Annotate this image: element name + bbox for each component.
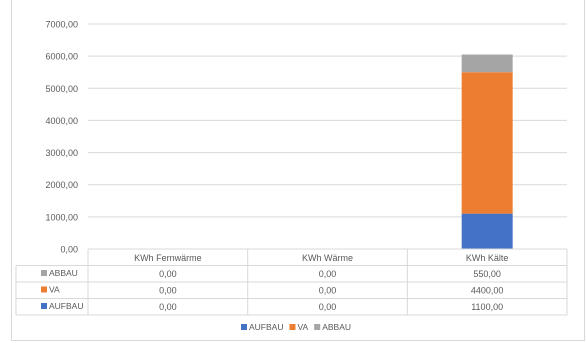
table-cell-value: 4400,00 xyxy=(471,286,504,296)
y-tick-label: 0,00 xyxy=(60,245,78,255)
chart-frame xyxy=(11,0,585,341)
table-series-name: VA xyxy=(49,285,60,295)
y-tick-label: 1000,00 xyxy=(45,212,78,222)
y-tick-label: 2000,00 xyxy=(45,180,78,190)
legend-entry: AUFBAU xyxy=(249,322,283,332)
y-axis: 0,00 1000,00 2000,00 3000,00 4000,00 5000,00 6… xyxy=(45,20,78,255)
y-tick-label: 3000,00 xyxy=(45,148,78,158)
table-cell-value: 1100,00 xyxy=(471,302,503,312)
bars xyxy=(461,54,513,249)
table-legend-key xyxy=(41,303,47,309)
category-label: KWh Wärme xyxy=(302,253,353,263)
legend-entry: VA xyxy=(297,322,308,332)
category-label: KWh Fernwärme xyxy=(134,253,202,263)
y-tick-label: 4000,00 xyxy=(45,116,78,126)
table-cell-value: 0,00 xyxy=(319,302,337,312)
table-series-name: ABBAU xyxy=(49,268,78,278)
table-series-name: AUFBAU xyxy=(49,301,83,311)
data-table: KWh Fernwärme KWh Wärme KWh Kälte ABBAU 0,00… xyxy=(15,248,568,316)
y-tick-label: 6000,00 xyxy=(45,52,78,62)
legend: AUFBAU VA ABBAU xyxy=(241,322,351,332)
table-legend-key xyxy=(41,270,47,276)
y-tick-label: 7000,00 xyxy=(45,20,78,30)
legend-key xyxy=(241,324,247,330)
y-tick-label: 5000,00 xyxy=(45,84,78,94)
table-cell-value: 0,00 xyxy=(159,269,177,279)
category-label: KWh Kälte xyxy=(466,253,509,263)
bar-segment-aufbau xyxy=(461,213,513,249)
legend-entry: ABBAU xyxy=(322,322,351,332)
bar-segment-va xyxy=(461,72,513,214)
legend-key xyxy=(314,324,321,330)
table-cell-value: 0,00 xyxy=(159,286,177,296)
table-cell-value: 0,00 xyxy=(319,269,337,279)
table-cell-value: 0,00 xyxy=(159,302,177,312)
table-cell-value: 0,00 xyxy=(319,286,337,296)
table-cell-value: 550,00 xyxy=(473,269,501,279)
table-legend-key xyxy=(41,286,47,293)
legend-key xyxy=(289,324,296,330)
bar-segment-abbau xyxy=(461,54,513,73)
